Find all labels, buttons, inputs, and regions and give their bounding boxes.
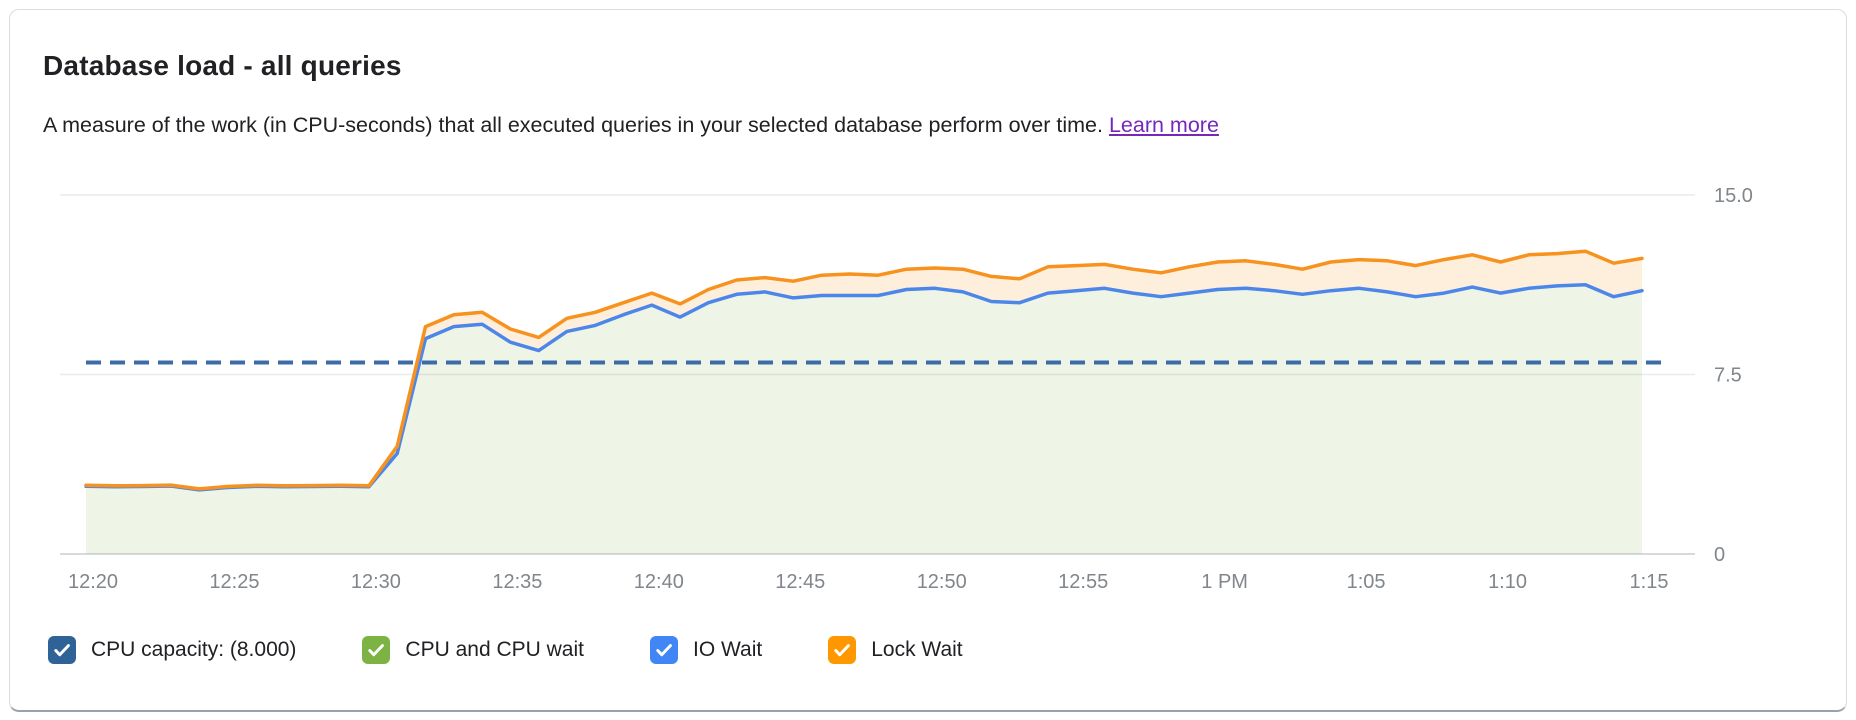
cpu-and-cpu-wait-area: [86, 284, 1642, 554]
legend-label-cpu-and-cpu-wait: CPU and CPU wait: [405, 638, 584, 661]
legend-item-cpu-capacity[interactable]: CPU capacity: (8.000): [48, 636, 296, 664]
subtitle-text: A measure of the work (in CPU-seconds) t…: [43, 113, 1109, 137]
x-tick-label: 1 PM: [1201, 571, 1248, 593]
checkmark-icon: [54, 644, 70, 657]
x-tick-label: 12:50: [917, 571, 967, 593]
database-load-chart[interactable]: 15.0 7.5 0 12:20 12:25 12:30 12:35 12:40 12:45 12…: [10, 150, 1846, 620]
cpu-capacity-checkbox[interactable]: [48, 636, 76, 664]
x-tick-label: 1:05: [1347, 571, 1386, 593]
x-tick-label: 12:30: [351, 571, 401, 593]
legend-item-cpu-and-cpu-wait[interactable]: CPU and CPU wait: [362, 636, 584, 664]
x-tick-label: 12:25: [209, 571, 259, 593]
legend-label-io-wait: IO Wait: [692, 638, 763, 661]
learn-more-link[interactable]: Learn more: [1108, 113, 1219, 137]
database-load-card: Database load - all queries A measure of…: [9, 9, 1847, 712]
checkmark-icon: [834, 644, 851, 657]
legend-label-cpu-capacity: CPU capacity: (8.000): [91, 638, 297, 661]
legend-item-io-wait[interactable]: IO Wait: [649, 636, 763, 664]
lock-wait-checkbox[interactable]: [828, 636, 857, 664]
page-subtitle: A measure of the work (in CPU-seconds) t…: [43, 113, 1219, 138]
io-wait-checkbox[interactable]: [649, 636, 678, 664]
y-tick-label: 15.0: [1714, 185, 1753, 207]
lock-wait-line: [84, 249, 1644, 491]
x-tick-label: 12:35: [492, 571, 542, 593]
legend-label-lock-wait: Lock Wait: [871, 638, 963, 661]
legend-item-lock-wait[interactable]: Lock Wait: [828, 636, 963, 664]
lock-wait-area: [86, 251, 1642, 490]
x-tick-label: 12:40: [634, 571, 684, 593]
x-tick-label: 12:20: [68, 571, 118, 593]
chart-legend: CPU capacity: (8.000) CPU and CPU wait I…: [48, 636, 963, 664]
x-tick-label: 1:15: [1630, 571, 1669, 593]
x-tick-label: 1:10: [1488, 571, 1527, 593]
x-tick-label: 12:55: [1058, 571, 1108, 593]
y-tick-label: 7.5: [1714, 365, 1742, 387]
checkmark-icon: [656, 644, 672, 657]
checkmark-icon: [368, 644, 385, 657]
y-tick-label: 0: [1714, 544, 1725, 566]
page-title: Database load - all queries: [43, 50, 402, 81]
cpu-and-cpu-wait-checkbox[interactable]: [362, 636, 391, 664]
x-tick-label: 12:45: [775, 571, 825, 593]
